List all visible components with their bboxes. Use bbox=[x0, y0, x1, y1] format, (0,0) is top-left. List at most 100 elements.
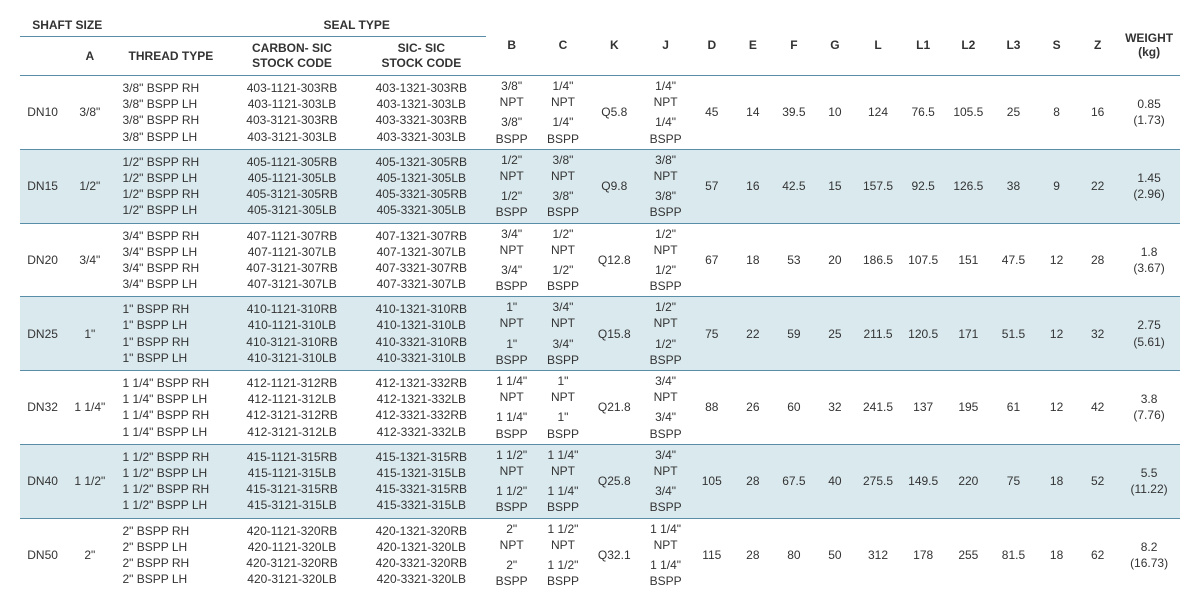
cell-c: 1 1/4" BSPP bbox=[537, 481, 588, 518]
cell-e: 28 bbox=[732, 444, 773, 518]
cell-j: 3/4" BSPP bbox=[640, 481, 691, 518]
cell-weight: 0.85 (1.73) bbox=[1118, 76, 1180, 150]
cell-carbon: 420-1121-320RB420-1121-320LB420-3121-320… bbox=[227, 518, 356, 591]
cell-j: 3/8" NPT bbox=[640, 149, 691, 186]
hdr-d: D bbox=[691, 12, 732, 76]
cell-l1: 149.5 bbox=[901, 444, 946, 518]
cell-carbon: 405-1121-305RB405-1121-305LB405-3121-305… bbox=[227, 149, 356, 223]
cell-a: 1 1/2" bbox=[65, 444, 114, 518]
cell-l: 275.5 bbox=[855, 444, 900, 518]
cell-g: 10 bbox=[814, 76, 855, 150]
cell-l1: 76.5 bbox=[901, 76, 946, 150]
cell-g: 40 bbox=[814, 444, 855, 518]
cell-weight: 5.5 (11.22) bbox=[1118, 444, 1180, 518]
cell-l3: 47.5 bbox=[991, 223, 1036, 297]
cell-thread-type: 1/2" BSPP RH1/2" BSPP LH1/2" BSPP RH1/2"… bbox=[114, 149, 227, 223]
cell-b: 2" BSPP bbox=[486, 555, 537, 591]
cell-k: Q15.8 bbox=[589, 297, 640, 371]
cell-l: 124 bbox=[855, 76, 900, 150]
cell-j: 3/8" BSPP bbox=[640, 186, 691, 223]
hdr-dn bbox=[20, 37, 65, 76]
cell-c: 3/4" NPT bbox=[537, 297, 588, 334]
cell-d: 115 bbox=[691, 518, 732, 591]
cell-b: 1" BSPP bbox=[486, 334, 537, 371]
cell-s: 12 bbox=[1036, 371, 1077, 445]
cell-c: 3/8" NPT bbox=[537, 149, 588, 186]
cell-weight: 3.8 (7.76) bbox=[1118, 371, 1180, 445]
cell-weight: 8.2 (16.73) bbox=[1118, 518, 1180, 591]
cell-k: Q12.8 bbox=[589, 223, 640, 297]
cell-a: 1/2" bbox=[65, 149, 114, 223]
cell-carbon: 407-1121-307RB407-1121-307LB407-3121-307… bbox=[227, 223, 356, 297]
cell-b: 1 1/4" BSPP bbox=[486, 407, 537, 444]
table-row: DN321 1/4"1 1/4" BSPP RH1 1/4" BSPP LH1 … bbox=[20, 371, 1180, 408]
cell-dn: DN25 bbox=[20, 297, 65, 371]
cell-carbon: 410-1121-310RB410-1121-310LB410-3121-310… bbox=[227, 297, 356, 371]
cell-g: 32 bbox=[814, 371, 855, 445]
cell-j: 3/4" NPT bbox=[640, 444, 691, 481]
cell-l2: 255 bbox=[946, 518, 991, 591]
cell-thread-type: 1 1/4" BSPP RH1 1/4" BSPP LH1 1/4" BSPP … bbox=[114, 371, 227, 445]
cell-s: 18 bbox=[1036, 444, 1077, 518]
cell-c: 1 1/2" NPT bbox=[537, 518, 588, 555]
cell-c: 1" NPT bbox=[537, 371, 588, 408]
cell-c: 1" BSPP bbox=[537, 407, 588, 444]
cell-j: 1 1/4" NPT bbox=[640, 518, 691, 555]
cell-b: 2" NPT bbox=[486, 518, 537, 555]
cell-l: 241.5 bbox=[855, 371, 900, 445]
hdr-z: Z bbox=[1077, 12, 1118, 76]
cell-j: 1/2" BSPP bbox=[640, 260, 691, 297]
cell-a: 3/4" bbox=[65, 223, 114, 297]
cell-j: 1/4" NPT bbox=[640, 76, 691, 113]
cell-z: 32 bbox=[1077, 297, 1118, 371]
cell-weight: 1.45 (2.96) bbox=[1118, 149, 1180, 223]
cell-sic: 405-1321-305RB405-1321-305LB405-3321-305… bbox=[357, 149, 486, 223]
cell-l2: 220 bbox=[946, 444, 991, 518]
cell-weight: 2.75 (5.61) bbox=[1118, 297, 1180, 371]
cell-d: 45 bbox=[691, 76, 732, 150]
cell-z: 42 bbox=[1077, 371, 1118, 445]
hdr-a: A bbox=[65, 37, 114, 76]
cell-dn: DN20 bbox=[20, 223, 65, 297]
cell-thread-type: 3/8" BSPP RH3/8" BSPP LH3/8" BSPP RH3/8"… bbox=[114, 76, 227, 150]
cell-thread-type: 1" BSPP RH1" BSPP LH1" BSPP RH1" BSPP LH bbox=[114, 297, 227, 371]
cell-e: 16 bbox=[732, 149, 773, 223]
cell-l: 157.5 bbox=[855, 149, 900, 223]
cell-k: Q9.8 bbox=[589, 149, 640, 223]
cell-c: 3/4" BSPP bbox=[537, 334, 588, 371]
cell-d: 67 bbox=[691, 223, 732, 297]
cell-k: Q5.8 bbox=[589, 76, 640, 150]
cell-e: 26 bbox=[732, 371, 773, 445]
cell-f: 39.5 bbox=[773, 76, 814, 150]
cell-thread-type: 1 1/2" BSPP RH1 1/2" BSPP LH1 1/2" BSPP … bbox=[114, 444, 227, 518]
cell-b: 1 1/2" NPT bbox=[486, 444, 537, 481]
table-header: SHAFT SIZE SEAL TYPE B C K J D E F G L L… bbox=[20, 12, 1180, 76]
cell-l: 312 bbox=[855, 518, 900, 591]
cell-s: 9 bbox=[1036, 149, 1077, 223]
cell-c: 3/8" BSPP bbox=[537, 186, 588, 223]
cell-z: 62 bbox=[1077, 518, 1118, 591]
cell-f: 60 bbox=[773, 371, 814, 445]
cell-z: 16 bbox=[1077, 76, 1118, 150]
cell-j: 3/4" BSPP bbox=[640, 407, 691, 444]
hdr-seal-type: SEAL TYPE bbox=[227, 12, 486, 37]
cell-j: 1/4" BSPP bbox=[640, 112, 691, 149]
cell-c: 1/4" NPT bbox=[537, 76, 588, 113]
cell-b: 1/2" NPT bbox=[486, 149, 537, 186]
cell-dn: DN50 bbox=[20, 518, 65, 591]
cell-l3: 25 bbox=[991, 76, 1036, 150]
cell-l2: 151 bbox=[946, 223, 991, 297]
cell-dn: DN10 bbox=[20, 76, 65, 150]
cell-sic: 415-1321-315RB415-1321-315LB415-3321-315… bbox=[357, 444, 486, 518]
cell-f: 67.5 bbox=[773, 444, 814, 518]
cell-sic: 412-1321-332RB412-1321-332LB412-3321-332… bbox=[357, 371, 486, 445]
cell-a: 1 1/4" bbox=[65, 371, 114, 445]
cell-g: 20 bbox=[814, 223, 855, 297]
cell-b: 3/4" BSPP bbox=[486, 260, 537, 297]
hdr-e: E bbox=[732, 12, 773, 76]
hdr-l2: L2 bbox=[946, 12, 991, 76]
table-row: DN103/8"3/8" BSPP RH3/8" BSPP LH3/8" BSP… bbox=[20, 76, 1180, 113]
table-row: DN151/2"1/2" BSPP RH1/2" BSPP LH1/2" BSP… bbox=[20, 149, 1180, 186]
cell-l: 186.5 bbox=[855, 223, 900, 297]
cell-d: 75 bbox=[691, 297, 732, 371]
